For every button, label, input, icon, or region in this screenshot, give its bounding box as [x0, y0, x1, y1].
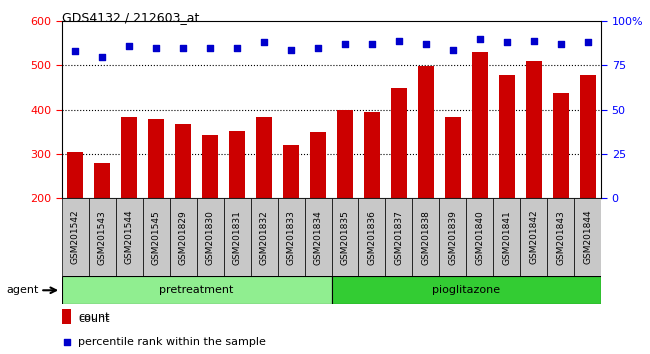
Text: percentile rank within the sample: percentile rank within the sample: [78, 337, 266, 347]
Bar: [116, 198, 143, 276]
Bar: [143, 198, 170, 276]
Text: GSM201840: GSM201840: [475, 210, 484, 264]
Text: GSM201830: GSM201830: [205, 210, 214, 265]
Bar: [359, 198, 385, 276]
Bar: [170, 198, 196, 276]
Bar: [148, 119, 164, 287]
Point: [502, 40, 512, 45]
Bar: [332, 276, 601, 304]
Bar: [385, 198, 413, 276]
Point: [61, 339, 72, 344]
Bar: [224, 198, 251, 276]
Bar: [251, 198, 278, 276]
Bar: [283, 145, 299, 287]
Text: GSM201839: GSM201839: [448, 210, 458, 265]
Bar: [337, 110, 353, 287]
Point: [232, 45, 242, 51]
Text: GSM201837: GSM201837: [395, 210, 404, 265]
Text: GSM201836: GSM201836: [367, 210, 376, 265]
Bar: [580, 75, 596, 287]
Bar: [175, 124, 191, 287]
Text: GSM201545: GSM201545: [151, 210, 161, 264]
Point: [448, 47, 458, 52]
Bar: [88, 198, 116, 276]
Point: [394, 38, 404, 44]
Bar: [413, 198, 439, 276]
Bar: [94, 163, 111, 287]
Point: [367, 41, 377, 47]
Text: agent: agent: [6, 285, 39, 295]
Point: [421, 41, 431, 47]
Bar: [310, 132, 326, 287]
Text: GSM201843: GSM201843: [556, 210, 566, 264]
Text: GSM201542: GSM201542: [71, 210, 80, 264]
Text: pretreatment: pretreatment: [159, 285, 234, 295]
Bar: [364, 112, 380, 287]
Bar: [67, 152, 83, 287]
Text: GSM201841: GSM201841: [502, 210, 512, 264]
Bar: [445, 117, 461, 287]
Bar: [552, 93, 569, 287]
Bar: [256, 117, 272, 287]
Point: [313, 45, 323, 51]
Bar: [439, 198, 467, 276]
Bar: [304, 198, 332, 276]
Bar: [472, 52, 488, 287]
Bar: [521, 198, 547, 276]
Text: pioglitazone: pioglitazone: [432, 285, 500, 295]
Bar: [62, 198, 88, 276]
Point: [178, 45, 188, 51]
Point: [97, 54, 107, 59]
Text: GSM201829: GSM201829: [179, 210, 188, 264]
Text: GSM201834: GSM201834: [313, 210, 322, 264]
Point: [340, 41, 350, 47]
Bar: [499, 75, 515, 287]
Point: [286, 47, 296, 52]
Point: [556, 41, 566, 47]
Point: [124, 43, 135, 49]
Bar: [547, 198, 575, 276]
Text: GSM201544: GSM201544: [125, 210, 134, 264]
Text: GDS4132 / 212603_at: GDS4132 / 212603_at: [62, 11, 199, 24]
Text: GSM201543: GSM201543: [98, 210, 107, 264]
Text: GSM201842: GSM201842: [529, 210, 538, 264]
Bar: [418, 67, 434, 287]
Bar: [196, 198, 224, 276]
Bar: [202, 135, 218, 287]
Bar: [62, 276, 332, 304]
Text: GSM201838: GSM201838: [421, 210, 430, 265]
Text: count: count: [78, 314, 109, 324]
Point: [259, 40, 269, 45]
Text: count: count: [78, 312, 109, 322]
Point: [205, 45, 215, 51]
Bar: [526, 61, 542, 287]
Bar: [391, 88, 407, 287]
Point: [474, 36, 485, 42]
Text: GSM201833: GSM201833: [287, 210, 296, 265]
Point: [151, 45, 161, 51]
Bar: [467, 198, 493, 276]
Bar: [62, 309, 72, 324]
Bar: [332, 198, 359, 276]
Text: GSM201832: GSM201832: [259, 210, 268, 264]
Text: GSM201835: GSM201835: [341, 210, 350, 265]
Point: [582, 40, 593, 45]
Bar: [575, 198, 601, 276]
Point: [528, 38, 539, 44]
Bar: [121, 117, 137, 287]
Bar: [493, 198, 521, 276]
Text: GSM201844: GSM201844: [583, 210, 592, 264]
Bar: [229, 131, 245, 287]
Bar: [278, 198, 304, 276]
Text: GSM201831: GSM201831: [233, 210, 242, 265]
Point: [70, 48, 81, 54]
